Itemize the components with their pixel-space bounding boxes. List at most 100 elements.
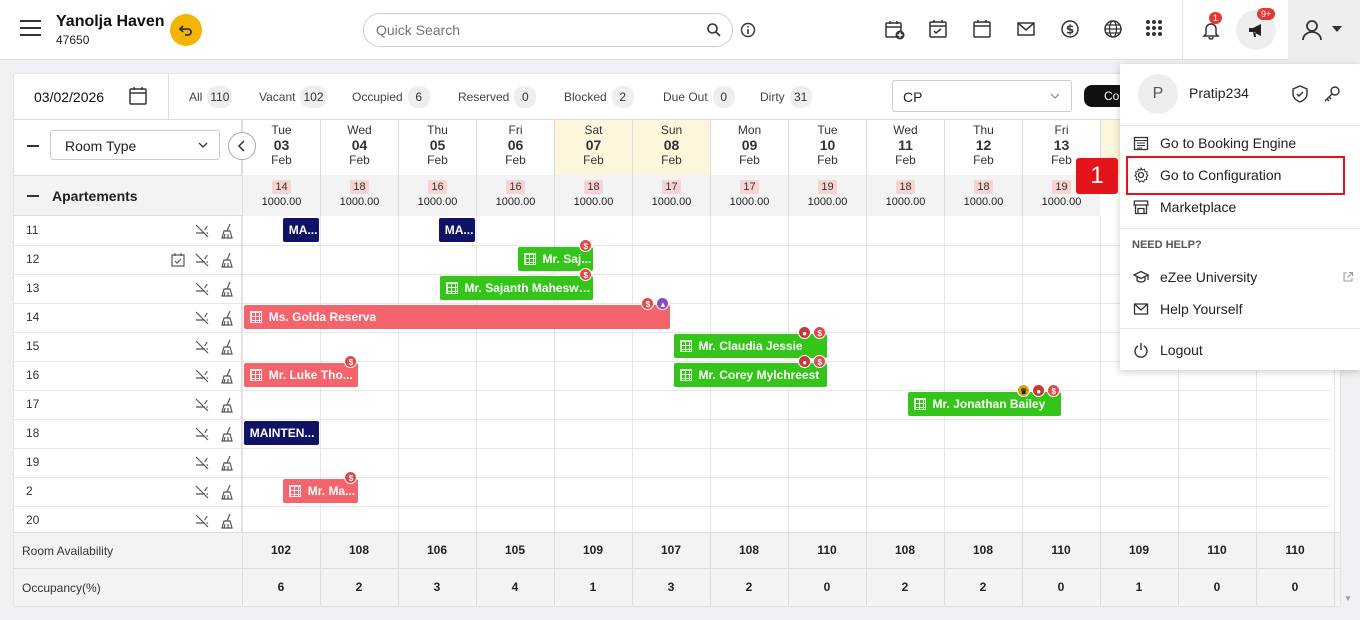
rate-cell[interactable]: 16 1000.00 [398,175,476,216]
stat-vacant[interactable]: Vacant 102 [259,74,327,120]
block-bar[interactable]: MAINTEN... [243,421,320,445]
broom-icon[interactable] [220,426,236,442]
day-number: 13 [1053,137,1070,153]
rate-cell[interactable]: 17 1000.00 [710,175,788,216]
info-icon[interactable] [740,22,756,38]
globe-icon[interactable] [1103,19,1123,39]
rate-cell[interactable]: 17 1000.00 [632,175,710,216]
rate-plan-select[interactable]: CP [892,80,1072,112]
bell-icon[interactable] [1201,20,1221,40]
menu-item-help-yourself[interactable]: Help Yourself [1160,301,1243,317]
shield-icon[interactable] [1291,85,1309,103]
room-number[interactable]: 11 [26,223,39,237]
menu-item-booking-engine[interactable]: Go to Booking Engine [1160,135,1297,151]
search-input[interactable] [376,22,696,38]
broom-icon[interactable] [220,339,236,355]
stat-reserved[interactable]: Reserved 0 [458,74,537,120]
broom-icon[interactable] [220,281,236,297]
date-column-header: Tue 03 Feb [242,120,320,175]
rate-value: 1000.00 [885,196,926,208]
block-bar[interactable]: MA... [282,218,320,242]
room-number[interactable]: 20 [26,513,40,527]
co-button[interactable]: Co [1084,85,1124,107]
search-icon[interactable] [706,22,722,38]
booking-bar[interactable]: Mr. Ma... [282,479,359,503]
quick-search[interactable] [363,13,733,47]
scroll-down-icon[interactable]: ▼ [1344,594,1352,603]
broom-icon[interactable] [220,484,236,500]
room-number[interactable]: 15 [26,339,40,353]
menu-item-marketplace[interactable]: Marketplace [1160,199,1237,215]
room-number[interactable]: 17 [26,397,40,411]
key-icon[interactable] [1323,85,1341,103]
day-of-week: Thu [427,123,448,137]
current-date[interactable]: 03/02/2026 [34,89,105,105]
broom-icon[interactable] [220,223,236,239]
calendar-icon[interactable] [972,19,992,39]
menu-item-ezee-university[interactable]: eZee University [1160,269,1258,285]
stat-due-out[interactable]: Due Out 0 [663,74,735,120]
dollar-icon[interactable]: $ [1060,19,1080,39]
collapse-group-icon[interactable] [27,195,39,197]
date-column-header: Fri 06 Feb [476,120,554,175]
block-bar[interactable]: MA... [438,218,476,242]
collapse-all-icon[interactable] [27,145,39,147]
stat-all[interactable]: All 110 [189,74,233,120]
room-number[interactable]: 18 [26,426,40,440]
room-number[interactable]: 12 [26,252,40,266]
occupancy-value: 3 [667,580,675,594]
room-type-select[interactable]: Room Type [50,130,220,160]
stat-occupied[interactable]: Occupied 6 [352,74,430,120]
booking-bar[interactable]: Mr. Saj... [517,247,594,271]
room-number[interactable]: 14 [26,310,40,324]
day-of-week: Fri [508,123,523,137]
gear-icon [1134,167,1149,183]
rate-cell[interactable]: 18 1000.00 [866,175,944,216]
broom-icon[interactable] [220,513,236,529]
checklist-calendar-icon[interactable] [928,19,948,39]
availability-value: 105 [504,543,526,557]
available-count: 17 [662,180,681,194]
previous-dates-button[interactable] [228,132,256,160]
booking-bar[interactable]: Mr. Sajanth Maheswa... [439,276,594,300]
mail-icon[interactable] [1016,19,1036,39]
booking-bar[interactable]: Mr. Luke Tho... [243,363,359,387]
apps-grid-icon[interactable] [1145,19,1163,37]
building-icon [445,282,458,294]
day-number: 07 [585,137,602,153]
broom-icon[interactable] [220,397,236,413]
rate-cell[interactable]: 16 1000.00 [476,175,554,216]
dollar-badge-icon: $ [579,268,593,281]
caret-down-icon [1332,26,1342,32]
menu-icon[interactable] [20,20,41,36]
rate-cell[interactable]: 14 1000.00 [242,175,320,216]
menu-item-logout[interactable]: Logout [1160,342,1203,358]
room-number[interactable]: 16 [26,368,40,382]
room-group-name: Apartements [52,188,138,204]
user-menu-button[interactable] [1288,0,1360,60]
booking-bar[interactable]: Ms. Golda Reserva [243,305,671,329]
column-divider [1100,532,1101,606]
rate-cell[interactable]: 18 1000.00 [320,175,398,216]
stat-blocked[interactable]: Blocked 2 [564,74,634,120]
broom-icon[interactable] [220,310,236,326]
room-number[interactable]: 13 [26,281,40,295]
new-booking-icon[interactable] [884,19,906,41]
rate-cell[interactable]: 18 1000.00 [554,175,632,216]
rate-cell[interactable]: 19 1000.00 [788,175,866,216]
broom-icon[interactable] [220,252,236,268]
date-column-header: Sat 07 Feb [554,120,632,175]
column-divider [1334,216,1335,532]
day-of-week: Wed [347,123,372,137]
room-number[interactable]: 2 [26,484,33,498]
switch-property-button[interactable] [170,14,202,46]
menu-item-configuration[interactable]: Go to Configuration [1160,167,1282,183]
occupancy-value: 0 [1291,580,1299,594]
broom-icon[interactable] [220,368,236,384]
rate-cell[interactable]: 18 1000.00 [944,175,1022,216]
broom-icon[interactable] [220,455,236,471]
divider [168,74,169,120]
stat-dirty[interactable]: Dirty 31 [760,74,812,120]
room-number[interactable]: 19 [26,455,40,469]
date-picker-icon[interactable] [128,86,148,106]
